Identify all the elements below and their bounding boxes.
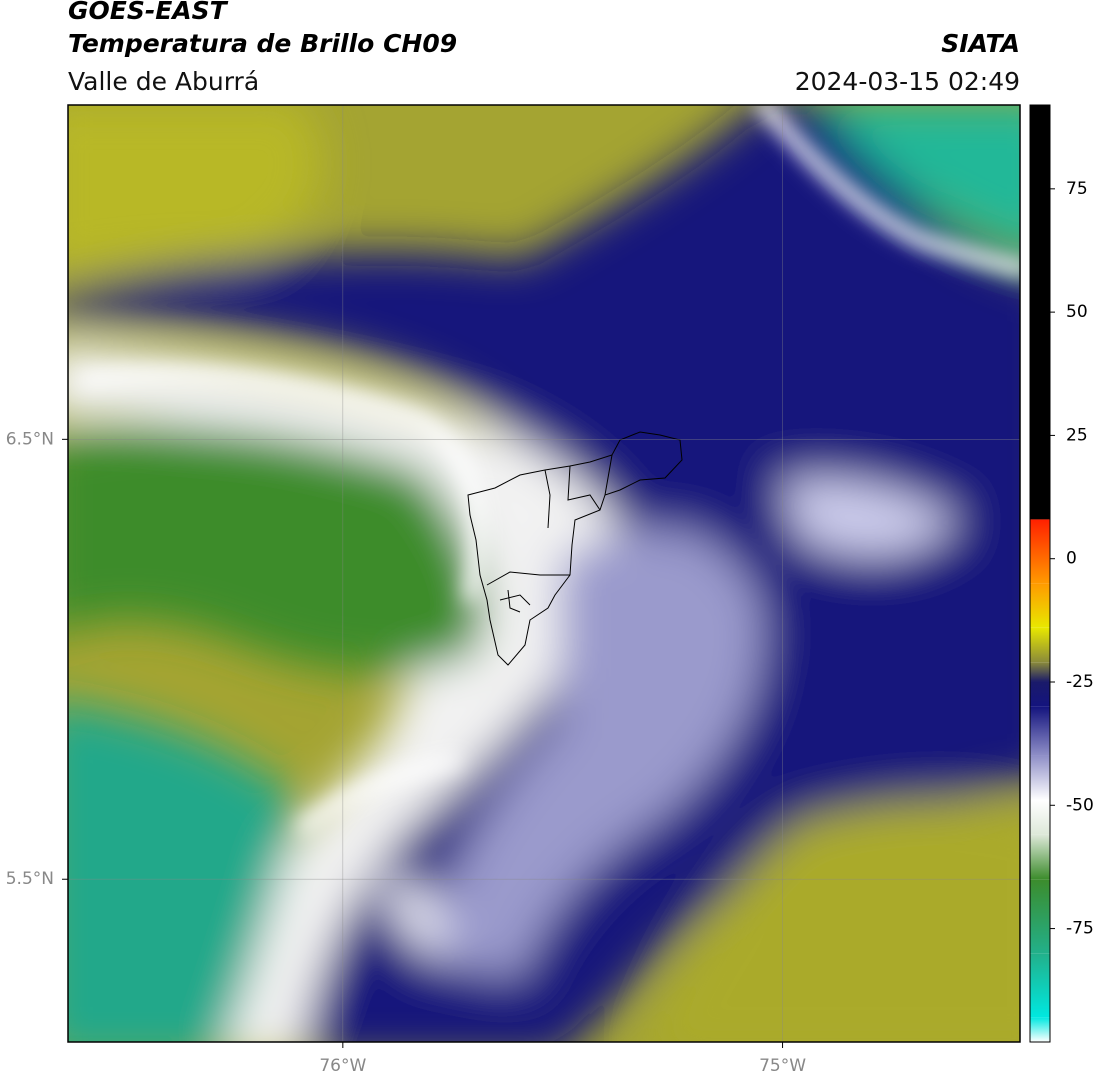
title: GOES-EAST <box>68 0 229 25</box>
colorbar-tick-label: 75 <box>1066 179 1088 199</box>
colorbar-segment <box>1030 834 1050 880</box>
colorbar-segment <box>1030 879 1050 954</box>
colorbar-segment <box>1030 519 1050 520</box>
colorbar-tick-label: 50 <box>1066 302 1088 322</box>
municipality-boundaries <box>467 431 683 666</box>
colorbar-tick-label: 0 <box>1066 549 1077 569</box>
colorbar-frame <box>1029 104 1051 1043</box>
colorbar-segment <box>1030 1017 1050 1042</box>
map-frame <box>67 104 1021 1043</box>
y-tick-label: 6.5°N <box>6 429 54 449</box>
colorbar-tick-label: -75 <box>1066 919 1094 939</box>
colorbar-segment <box>1030 706 1050 756</box>
region: Valle de Aburrá <box>68 67 259 96</box>
colorbar-tick-label: -50 <box>1066 795 1094 815</box>
colorbar-segment <box>1030 800 1050 835</box>
colorbar-segment <box>1030 755 1050 801</box>
colorbar-segment <box>1030 583 1050 628</box>
colorbar-segment <box>1030 681 1050 707</box>
colorbar-tick-label: 25 <box>1066 425 1088 445</box>
colorbar-tick-label: -25 <box>1066 672 1094 692</box>
y-tick-label: 5.5°N <box>6 869 54 889</box>
subtitle: Temperatura de Brillo CH09 <box>68 29 457 58</box>
timestamp: 2024-03-15 02:49 <box>795 67 1020 96</box>
colorbar-segment <box>1030 519 1050 584</box>
satellite-field <box>68 105 1020 1042</box>
x-tick-label: 76°W <box>319 1056 366 1076</box>
x-tick-label: 75°W <box>759 1056 806 1076</box>
colorbar-segment <box>1030 662 1050 682</box>
colorbar-segment <box>1030 627 1050 663</box>
source: SIATA <box>941 29 1020 58</box>
colorbar-segment <box>1030 105 1050 520</box>
colorbar-segment <box>1030 953 1050 1018</box>
